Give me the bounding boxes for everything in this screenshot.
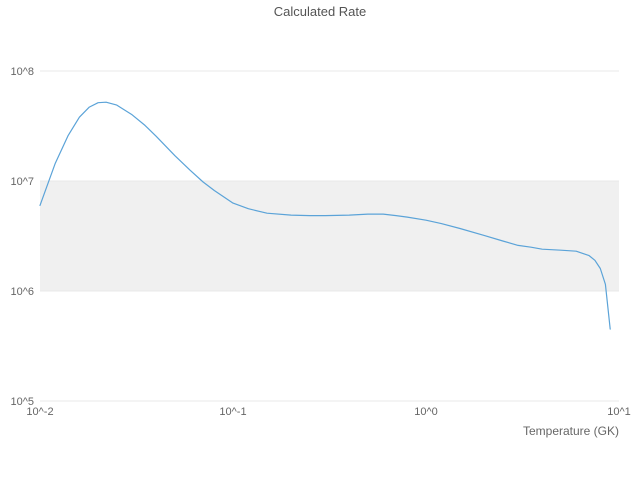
y-tick-label: 10^7: [10, 176, 34, 188]
x-axis-title: Temperature (GK): [523, 424, 619, 438]
x-tick-label: 10^0: [414, 406, 438, 418]
x-tick-label: 10^-1: [219, 406, 246, 418]
decade-band: [40, 181, 619, 291]
y-tick-label: 10^6: [10, 286, 34, 298]
y-tick-label: 10^8: [10, 66, 34, 78]
x-tick-label: 10^-2: [26, 406, 53, 418]
series-line-calculated-rate: [39, 101, 611, 330]
y-tick-label: 10^5: [10, 396, 34, 408]
x-tick-label: 10^1: [607, 406, 631, 418]
chart-title: Calculated Rate: [273, 4, 367, 19]
